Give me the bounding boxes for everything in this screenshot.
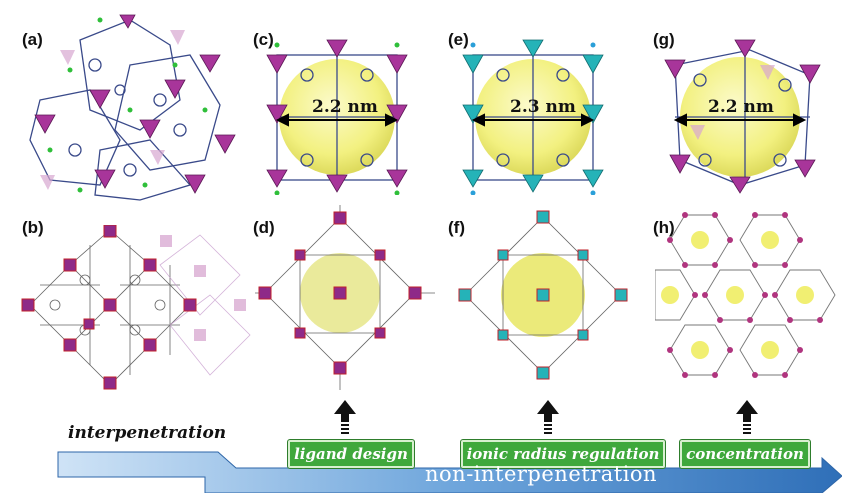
panel-label-g: (g) bbox=[653, 30, 675, 49]
packing-f bbox=[458, 210, 628, 380]
panel-label-f: (f) bbox=[448, 218, 465, 237]
pore-size-e: 2.3 nm bbox=[510, 97, 576, 117]
interpenetration-label: interpenetration bbox=[68, 423, 227, 443]
panel-label-a: (a) bbox=[22, 30, 43, 49]
panel-label-d: (d) bbox=[253, 218, 275, 237]
ionic-radius-regulation-tag: ionic radius regulation bbox=[461, 440, 665, 468]
packing-h bbox=[655, 212, 836, 378]
panel-label-h: (h) bbox=[653, 218, 675, 237]
process-arrow bbox=[57, 451, 842, 493]
panel-label-b: (b) bbox=[22, 218, 44, 237]
up-arrow-icon bbox=[736, 400, 758, 434]
up-arrow-icon bbox=[334, 400, 356, 434]
panel-label-c: (c) bbox=[253, 30, 274, 49]
concentration-tag: concentration bbox=[680, 440, 810, 468]
ligand-design-tag: ligand design bbox=[288, 440, 414, 468]
pore-size-c: 2.2 nm bbox=[312, 97, 378, 117]
framework-a bbox=[29, 14, 236, 201]
up-arrow-icon bbox=[537, 400, 559, 434]
cage-e bbox=[462, 39, 604, 195]
non-interpenetration-label: non-interpenetration bbox=[425, 462, 658, 486]
packing-d bbox=[255, 205, 435, 390]
pore-size-g: 2.2 nm bbox=[708, 97, 774, 117]
packing-b bbox=[21, 225, 251, 390]
panel-label-e: (e) bbox=[448, 30, 469, 49]
cage-g bbox=[664, 39, 821, 194]
cage-c bbox=[266, 39, 408, 195]
